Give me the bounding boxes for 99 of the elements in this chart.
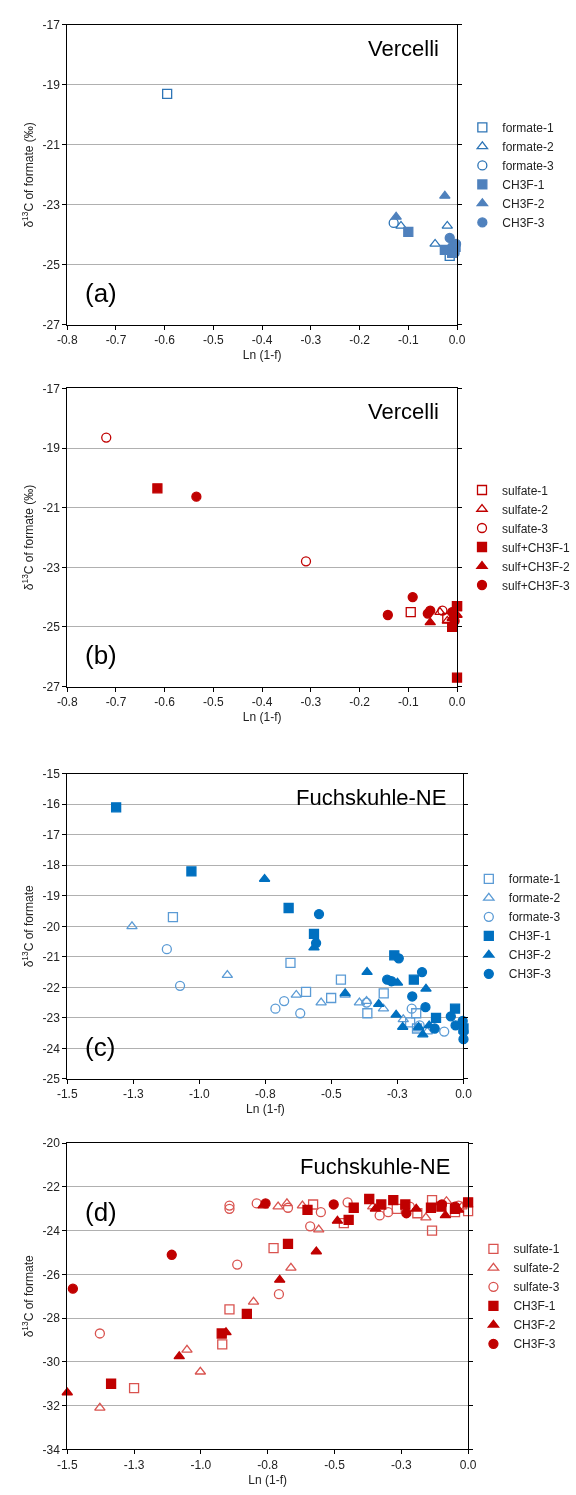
annotation: (c) — [85, 1032, 116, 1062]
legend-label: formate-3 — [508, 910, 561, 925]
x-axis-title: Ln (1-f) — [242, 709, 282, 724]
y-tick-label: -28 — [42, 1311, 61, 1326]
legend-label: sulfate-1 — [513, 1242, 560, 1257]
x-tick-label: -1.5 — [56, 1457, 78, 1472]
y-tick-label: -25 — [42, 1072, 61, 1087]
x-tick-label: -0.7 — [105, 333, 127, 348]
x-tick-label: -0.8 — [56, 694, 78, 709]
y-tick-label: -34 — [42, 1442, 61, 1457]
legend-label: sulfate-3 — [513, 1280, 560, 1295]
x-tick-label: -0.2 — [349, 694, 371, 709]
x-tick-label: 0.0 — [459, 1457, 477, 1472]
x-tick-label: -0.3 — [390, 1457, 412, 1472]
y-tick-label: -20 — [42, 1136, 61, 1151]
x-tick-label: -1.3 — [123, 1457, 145, 1472]
legend-label: formate-2 — [502, 140, 555, 155]
x-tick-label: -0.3 — [300, 694, 322, 709]
y-tick-label: -24 — [42, 1223, 61, 1238]
legend-label: sulfate-2 — [502, 502, 549, 517]
y-tick-label: -21 — [42, 500, 61, 515]
x-tick-label: -0.3 — [387, 1087, 409, 1102]
x-tick-label: -0.1 — [397, 333, 419, 348]
x-tick-label: -0.5 — [324, 1457, 346, 1472]
legend-label: sulf+CH3F-1 — [502, 540, 571, 555]
legend-label: sulf+CH3F-2 — [502, 559, 571, 574]
legend-label: formate-2 — [508, 891, 561, 906]
x-tick-label: -0.5 — [203, 694, 225, 709]
x-tick-label: -1.5 — [56, 1087, 78, 1102]
text: Fuchskuhle-NE — [300, 1154, 451, 1179]
x-tick-label: -0.4 — [251, 333, 273, 348]
y-tick-label: -23 — [42, 198, 61, 213]
y-tick-label: -19 — [42, 441, 61, 456]
x-tick-label: 0.0 — [455, 1087, 473, 1102]
annotation: (b) — [85, 640, 117, 670]
legend-label: CH3F-2 — [513, 1318, 556, 1333]
x-axis-title: Ln (1-f) — [248, 1472, 288, 1487]
x-tick-label: -1.0 — [189, 1087, 210, 1102]
y-tick-label: -24 — [42, 1041, 61, 1056]
x-axis-title: Ln (1-f) — [246, 1102, 285, 1117]
legend-label: CH3F-2 — [508, 948, 552, 963]
y-tick-label: -16 — [42, 797, 61, 812]
legend-label: CH3F-1 — [508, 929, 552, 944]
y-tick-label: -18 — [42, 858, 61, 873]
x-tick-label: -0.6 — [154, 694, 176, 709]
legend-label: sulfate-2 — [513, 1261, 560, 1276]
y-tick-label: -21 — [42, 950, 61, 965]
legend-label: formate-3 — [502, 159, 555, 174]
legend-label: CH3F-3 — [502, 216, 545, 231]
x-axis-title: Ln (1-f) — [242, 348, 282, 363]
text: Vercelli — [368, 36, 439, 61]
x-tick-label: 0.0 — [448, 694, 466, 709]
y-tick-label: -23 — [42, 560, 61, 575]
y-tick-label: -30 — [42, 1355, 61, 1370]
x-tick-label: -1.3 — [122, 1087, 144, 1102]
legend-label: sulfate-1 — [502, 483, 549, 498]
x-tick-label: -0.8 — [56, 333, 78, 348]
legend-label: CH3F-3 — [508, 967, 552, 982]
y-tick-label: -22 — [42, 1180, 61, 1195]
annotation: (d) — [85, 1197, 117, 1227]
x-tick-label: -0.1 — [397, 694, 419, 709]
y-tick-label: -26 — [42, 1267, 61, 1282]
x-tick-label: 0.0 — [448, 333, 466, 348]
x-tick-label: -0.2 — [349, 333, 371, 348]
legend-label: formate-1 — [502, 121, 555, 136]
x-tick-label: -1.0 — [190, 1457, 212, 1472]
legend-label: formate-1 — [508, 872, 561, 887]
text: Vercelli — [368, 399, 439, 424]
y-tick-label: -17 — [42, 18, 61, 33]
legend-label: CH3F-3 — [513, 1337, 556, 1352]
x-tick-label: -0.5 — [321, 1087, 343, 1102]
x-tick-label: -0.8 — [257, 1457, 279, 1472]
x-tick-label: -0.5 — [203, 333, 225, 348]
y-tick-label: -20 — [42, 919, 61, 934]
legend-label: sulf+CH3F-3 — [502, 578, 571, 593]
annotation: (a) — [85, 278, 117, 308]
y-tick-label: -23 — [42, 1011, 61, 1026]
y-tick-label: -19 — [42, 78, 61, 93]
x-tick-label: -0.7 — [105, 694, 127, 709]
y-tick-label: -32 — [42, 1398, 61, 1413]
x-tick-label: -0.8 — [255, 1087, 277, 1102]
y-tick-label: -15 — [42, 766, 61, 781]
x-tick-label: -0.3 — [300, 333, 322, 348]
x-tick-label: -0.4 — [251, 694, 273, 709]
y-tick-label: -17 — [42, 381, 61, 396]
legend-label: CH3F-2 — [502, 197, 545, 212]
y-tick-label: -19 — [42, 889, 61, 903]
y-tick-label: -25 — [42, 258, 61, 273]
y-tick-label: -22 — [42, 980, 61, 995]
y-tick-label: -25 — [42, 620, 61, 635]
legend-label: sulfate-3 — [502, 521, 549, 536]
x-tick-label: -0.6 — [154, 333, 176, 348]
legend-label: CH3F-1 — [502, 178, 545, 193]
y-tick-label: -17 — [42, 827, 61, 842]
legend-label: CH3F-1 — [513, 1299, 556, 1314]
y-tick-label: -21 — [42, 138, 61, 153]
y-tick-label: -27 — [42, 318, 61, 333]
y-tick-label: -27 — [42, 679, 61, 694]
text: Fuchskuhle-NE — [296, 785, 447, 810]
